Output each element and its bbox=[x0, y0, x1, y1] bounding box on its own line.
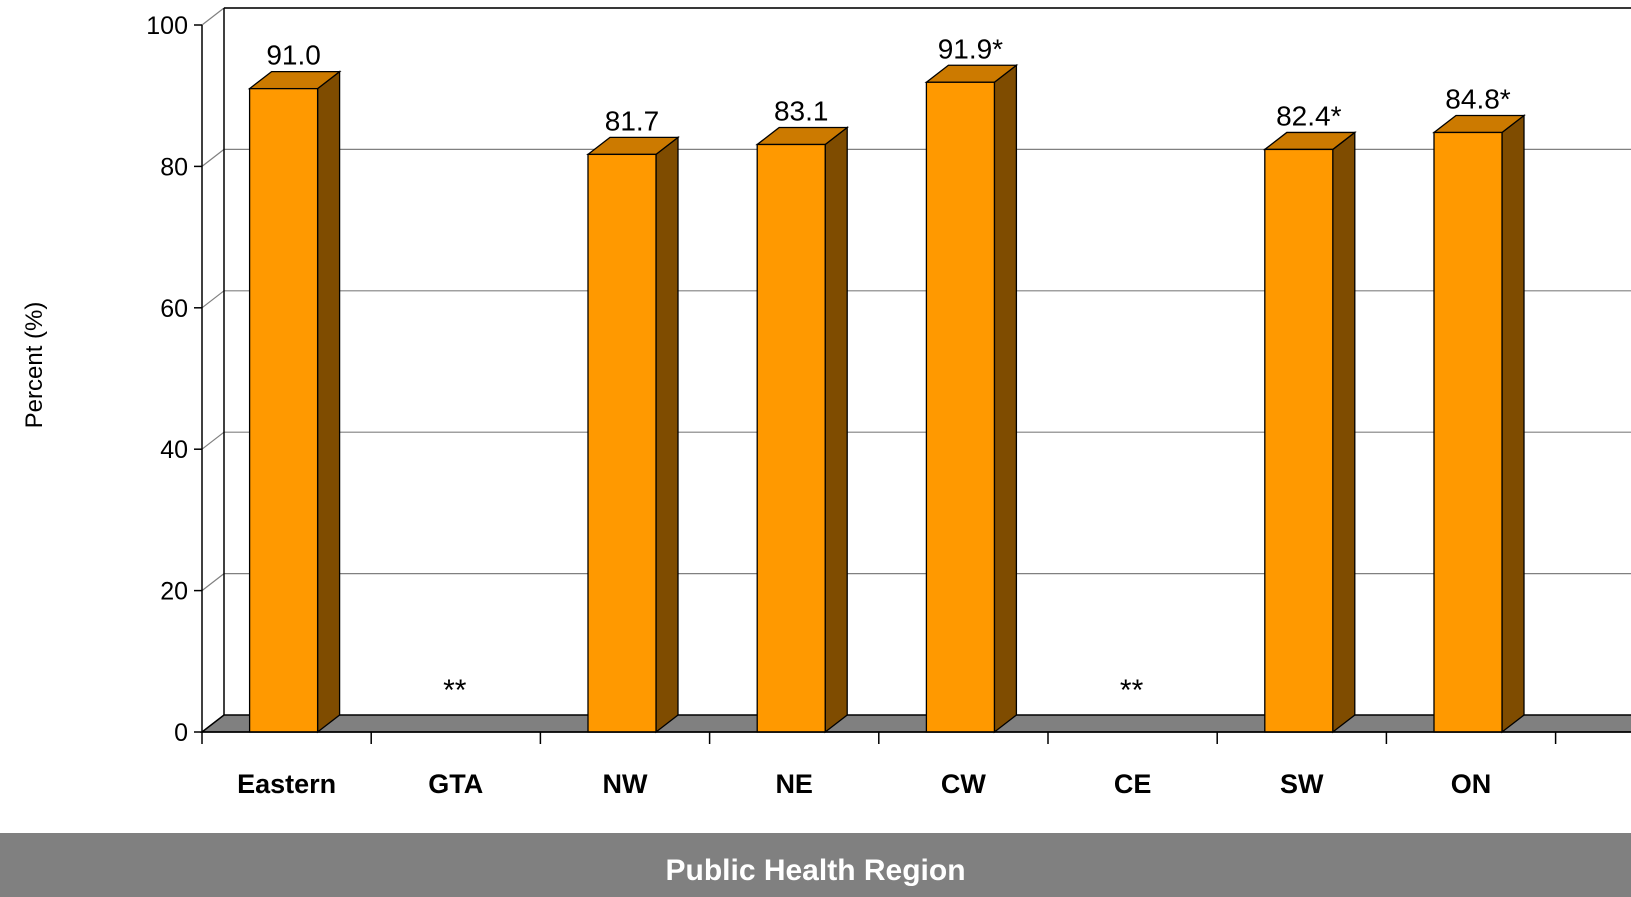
chart-walls bbox=[223, 7, 1631, 715]
bar bbox=[1262, 131, 1357, 734]
bar-front bbox=[925, 81, 996, 733]
bar-side bbox=[655, 136, 679, 734]
bar bbox=[247, 70, 342, 734]
data-label: ** bbox=[1120, 674, 1144, 707]
bar-side bbox=[316, 70, 341, 734]
bar-front bbox=[248, 87, 319, 733]
gridlines bbox=[201, 7, 1631, 592]
floor bbox=[199, 714, 1631, 733]
bar-side bbox=[824, 126, 848, 734]
data-label: 82.4* bbox=[1276, 100, 1341, 131]
x-tick-label: GTA bbox=[428, 769, 483, 799]
data-labels: 91.0 ** 81.7 83.1 91.9* ** 82.4* 84.8* bbox=[266, 33, 1510, 707]
bar-front bbox=[1433, 131, 1503, 733]
x-tick-label: CE bbox=[1114, 769, 1152, 799]
gridline-diagonal bbox=[201, 431, 225, 450]
data-label: 81.7 bbox=[605, 105, 660, 136]
bar-front bbox=[587, 153, 657, 733]
data-label: ** bbox=[443, 674, 467, 707]
data-label: 91.0 bbox=[266, 40, 321, 71]
y-axis-title: Percent (%) bbox=[21, 302, 48, 429]
data-label: 84.8* bbox=[1445, 83, 1510, 114]
data-label: 83.1 bbox=[774, 95, 829, 126]
x-tick-label: ON bbox=[1451, 769, 1492, 799]
x-tick-label: NE bbox=[775, 769, 813, 799]
gridline-diagonal bbox=[201, 148, 225, 167]
x-tick-label: CW bbox=[941, 769, 986, 799]
x-tick-label: NW bbox=[603, 769, 648, 799]
gridline-diagonal bbox=[201, 290, 225, 309]
y-tick-label: 40 bbox=[160, 436, 188, 464]
bar bbox=[586, 136, 680, 734]
data-label: 91.9* bbox=[938, 33, 1003, 64]
gridline-diagonal bbox=[201, 573, 225, 592]
y-tick-label: 80 bbox=[160, 153, 188, 181]
x-tick-label: Eastern bbox=[237, 769, 336, 799]
axes: 0 20 40 60 80 100 Eastern GTA NW NE CW CE SW ON bbox=[146, 12, 1631, 799]
bar bbox=[1432, 114, 1526, 734]
bar-side bbox=[993, 63, 1018, 734]
bar bbox=[924, 63, 1019, 734]
bar-front bbox=[756, 143, 826, 733]
x-axis-title: Public Health Region bbox=[665, 854, 966, 887]
bars bbox=[247, 63, 1526, 734]
y-tick-label: 60 bbox=[160, 295, 188, 323]
bar bbox=[755, 126, 850, 734]
y-tick-label: 20 bbox=[160, 578, 188, 606]
bar-front bbox=[1264, 148, 1334, 733]
y-tick-label: 0 bbox=[174, 719, 188, 747]
y-tick-label: 100 bbox=[146, 12, 188, 40]
chart-floor bbox=[199, 714, 1631, 733]
x-axis-title-bar bbox=[0, 833, 1631, 897]
bar-side bbox=[1332, 131, 1356, 734]
bar-side bbox=[1501, 114, 1525, 734]
x-tick-label: SW bbox=[1280, 769, 1324, 799]
gridline-diagonal bbox=[201, 7, 225, 26]
